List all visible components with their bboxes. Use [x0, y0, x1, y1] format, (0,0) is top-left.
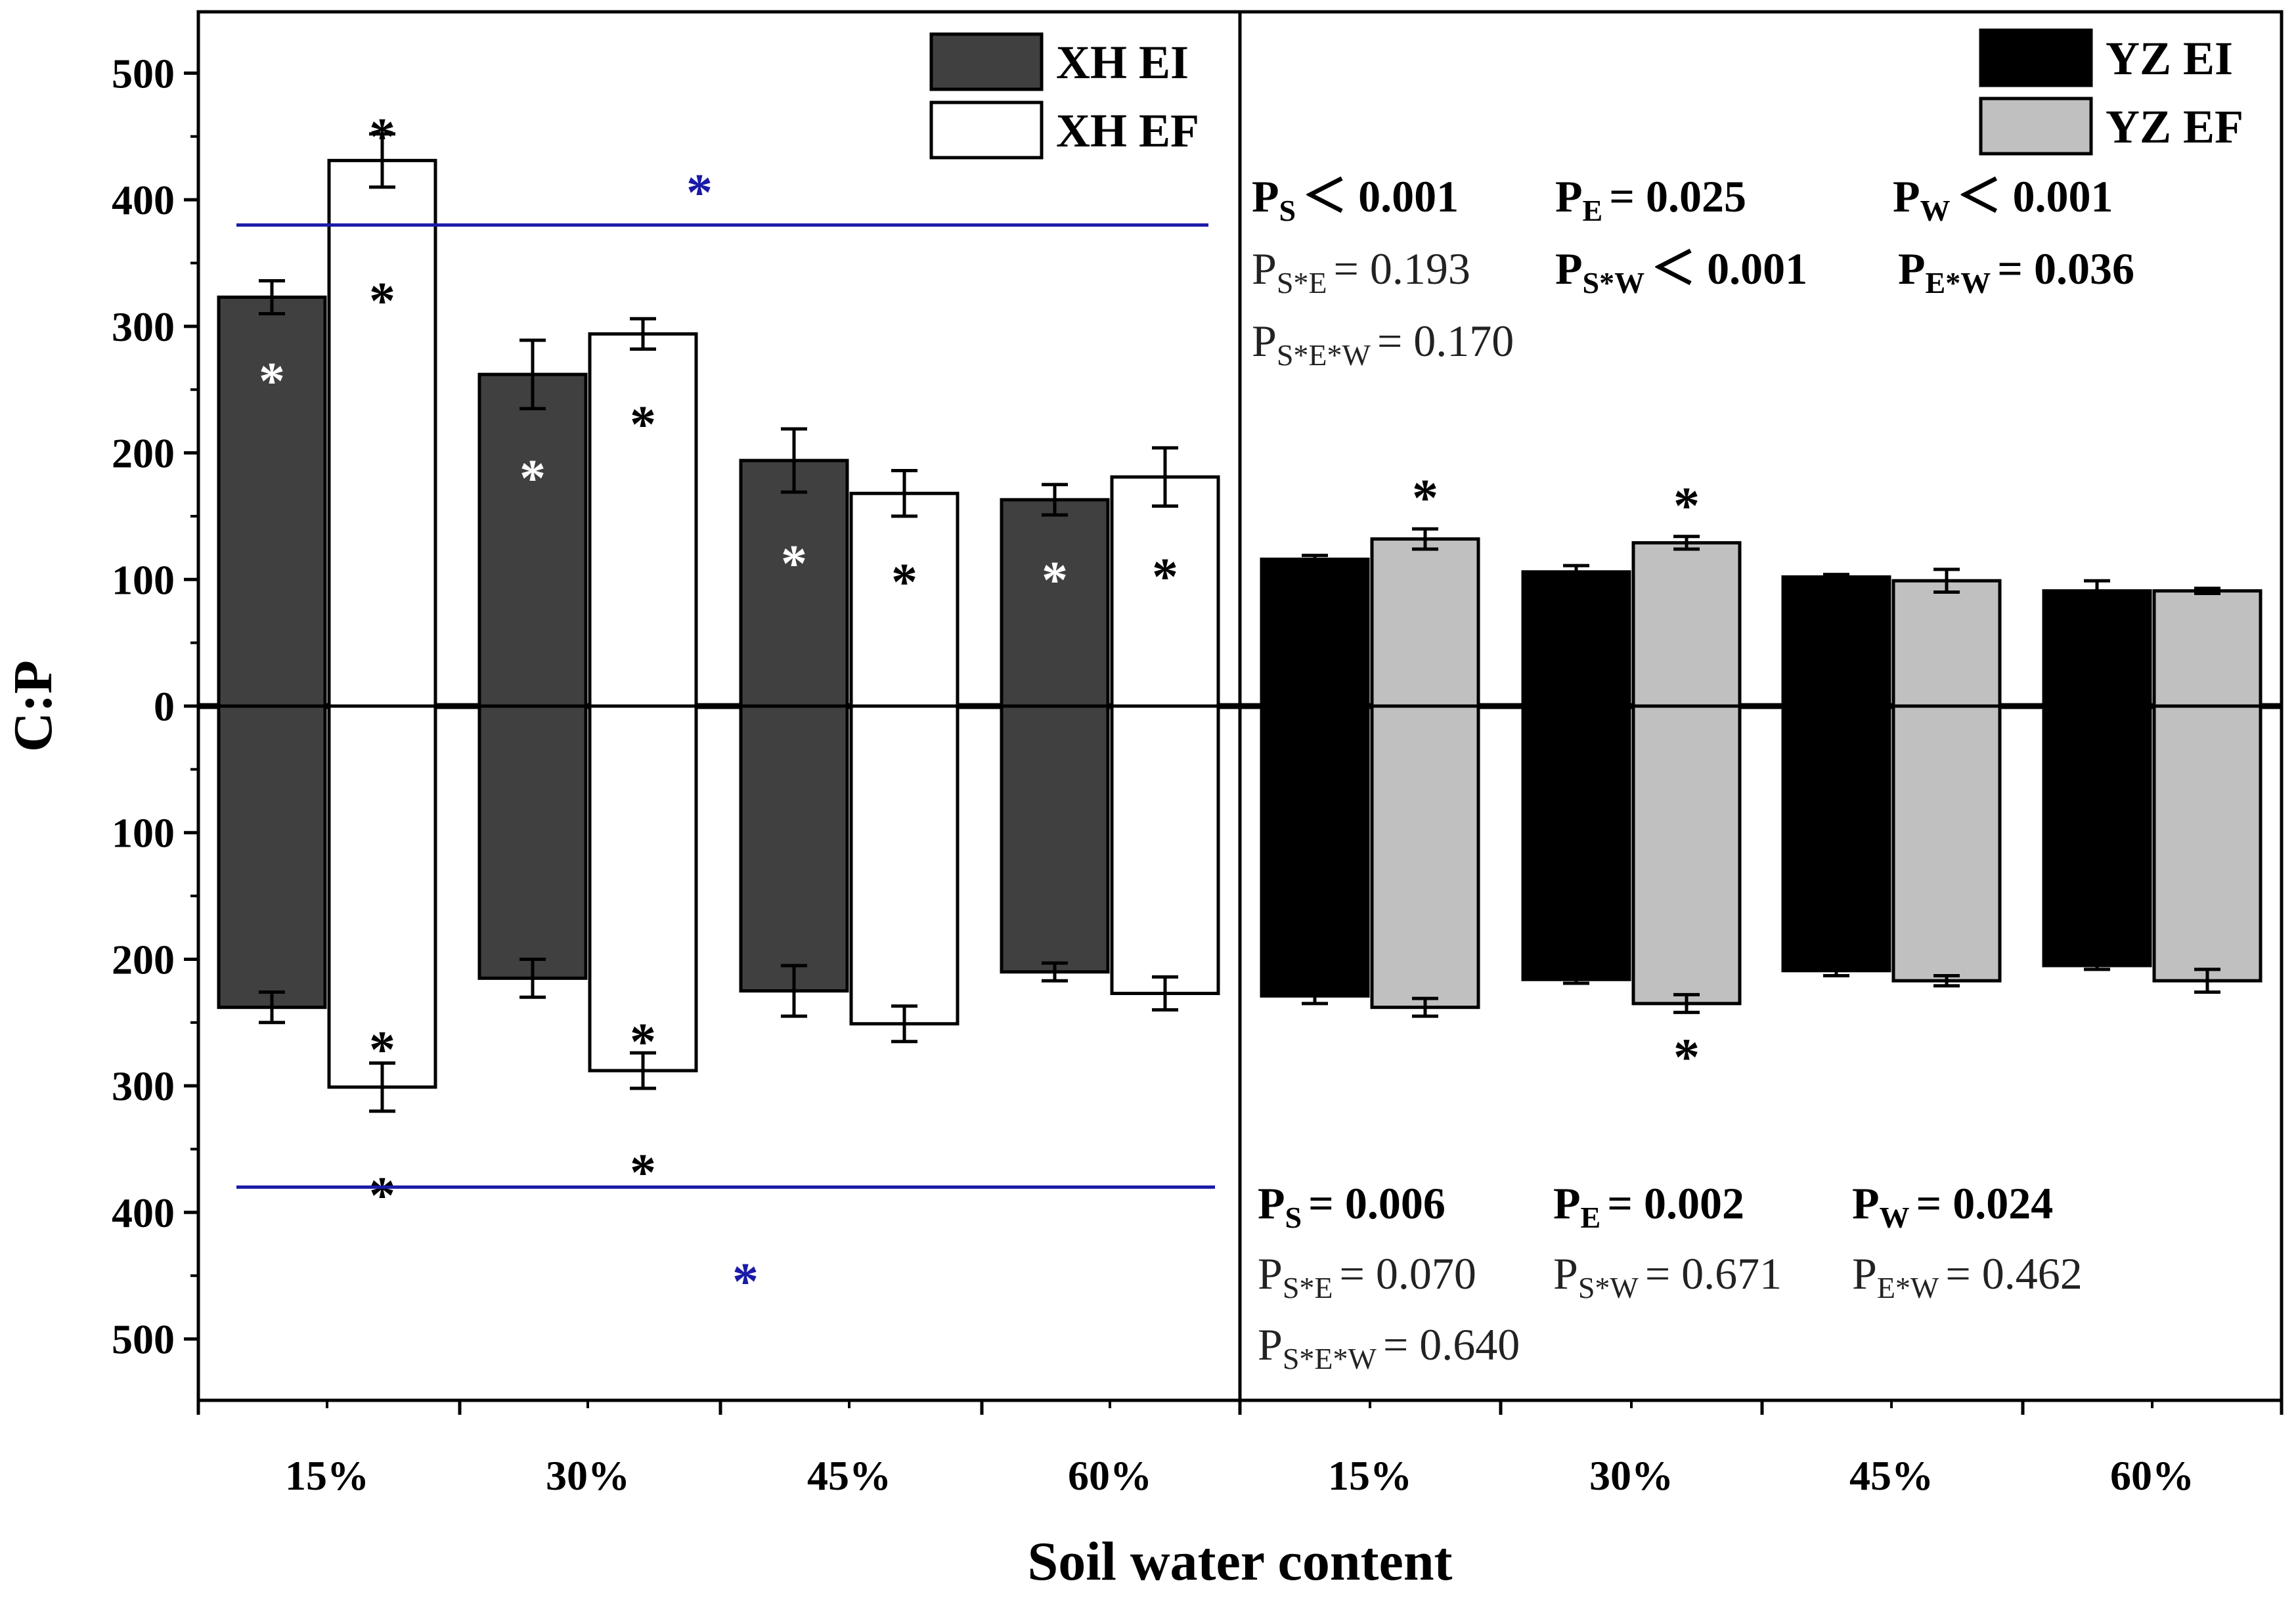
stat-lower-row1: PW = 0.024	[1852, 1178, 2053, 1234]
y-tick-label: 300	[112, 303, 175, 350]
bar-upper-yz-ef	[1891, 579, 2002, 708]
stat-lower-row2: PS*E = 0.070	[1258, 1249, 1476, 1304]
significance-star: *	[630, 396, 656, 454]
x-tick-label: 45%	[807, 1452, 891, 1499]
y-axis-title: C:P	[3, 660, 64, 752]
reference-star-upper: *	[686, 164, 713, 222]
y-tick-label: 200	[112, 936, 175, 983]
significance-star: *	[1673, 1029, 1700, 1086]
y-tick-label: 400	[112, 177, 175, 223]
x-tick-label: 30%	[546, 1452, 630, 1499]
x-axis-title: Soil water content	[1027, 1531, 1452, 1592]
bar-upper-yz-ei	[1781, 575, 1891, 708]
bar-lower-xh-ei	[477, 704, 588, 980]
bar-lower-xh-ef	[1110, 704, 1220, 995]
bar-upper-xh-ef	[1110, 475, 1220, 708]
x-tick-label: 30%	[1589, 1452, 1673, 1499]
bar-lower-yz-ef	[2152, 704, 2263, 983]
y-tick-label: 500	[112, 50, 175, 97]
stat-upper-row1: PE = 0.025	[1555, 171, 1746, 227]
bar-upper-yz-ei	[1260, 557, 1370, 708]
stat-upper-row2: PS*E = 0.193	[1252, 244, 1470, 300]
bar-lower-yz-ei	[1260, 704, 1370, 998]
reference-star-lower: *	[732, 1253, 759, 1311]
bar-upper-xh-ei	[217, 296, 327, 708]
stat-lower-row1: PS = 0.006	[1258, 1178, 1446, 1234]
significance-star: *	[369, 273, 395, 330]
significance-star: *	[1412, 470, 1438, 527]
bar-upper-yz-ef	[2152, 589, 2263, 708]
significance-star: *	[1152, 548, 1178, 606]
significance-star: *	[1042, 552, 1068, 610]
stat-upper-row1: PW ＜ 0.001	[1893, 171, 2113, 227]
bar-upper-xh-ei	[477, 372, 588, 708]
stat-lower-row2: PE*W = 0.462	[1852, 1249, 2083, 1304]
significance-star: *	[891, 554, 917, 611]
bar-lower-yz-ef	[1370, 704, 1480, 1010]
bar-lower-xh-ei	[217, 704, 327, 1010]
x-tick-label: 15%	[285, 1452, 369, 1499]
legend-xh-ef-label: XH EF	[1056, 104, 1199, 157]
y-tick-label: 400	[112, 1189, 175, 1236]
bar-upper-yz-ei	[2042, 589, 2152, 708]
legend-xh-ei-swatch	[929, 32, 1044, 91]
stat-lower-row2: PS*W = 0.671	[1553, 1249, 1782, 1304]
bar-lower-yz-ei	[2042, 704, 2152, 967]
y-tick-label: 100	[112, 810, 175, 856]
bar-lower-yz-ef	[1891, 704, 2002, 983]
bar-lower-yz-ei	[1781, 704, 1891, 973]
bar-upper-xh-ef	[327, 158, 437, 708]
x-tick-label: 45%	[1849, 1452, 1933, 1499]
y-tick-label: 0	[154, 683, 175, 730]
y-tick-label: 200	[112, 430, 175, 477]
y-tick-label: 300	[112, 1063, 175, 1109]
stat-upper-row2: PS*W ＜ 0.001	[1555, 244, 1807, 300]
significance-star: *	[369, 1021, 395, 1079]
bar-upper-xh-ef	[588, 332, 698, 708]
significance-star: *	[369, 1167, 395, 1225]
x-tick-label: 60%	[2110, 1452, 2194, 1499]
x-tick-label: 15%	[1328, 1452, 1412, 1499]
legend-yz-ei-label: YZ EI	[2106, 32, 2233, 85]
legend-yz-ef-swatch	[1979, 97, 2093, 156]
stat-upper-row3: PS*E*W = 0.170	[1252, 316, 1514, 372]
panel-left: 15% 30% 45% 60% * * * * * * * * * * * * * * *	[196, 108, 1242, 1499]
y-tick-label: 500	[112, 1316, 175, 1363]
bar-lower-xh-ef	[588, 704, 698, 1073]
stat-lower-row1: PE = 0.002	[1553, 1178, 1744, 1234]
legend-xh-ef-swatch	[929, 100, 1044, 160]
stat-lower-row3: PS*E*W = 0.640	[1258, 1320, 1520, 1375]
stat-upper-row1: PS ＜ 0.001	[1252, 171, 1459, 227]
bar-upper-xh-ei	[739, 458, 849, 708]
bar-lower-xh-ef	[849, 704, 960, 1026]
significance-star: *	[781, 535, 807, 593]
x-tick-label: 60%	[1068, 1452, 1152, 1499]
significance-star: *	[369, 108, 395, 166]
bar-lower-yz-ef	[1631, 704, 1742, 1006]
legend-yz-ei-swatch	[1979, 28, 2093, 87]
bar-upper-yz-ef	[1370, 537, 1480, 708]
legend-xh-ei-label: XH EI	[1056, 36, 1189, 89]
significance-star: *	[519, 450, 546, 508]
significance-star: *	[259, 353, 285, 411]
stat-upper-row2: PE*W = 0.036	[1898, 244, 2134, 300]
bar-upper-yz-ef	[1631, 541, 1742, 708]
significance-star: *	[630, 1144, 656, 1202]
y-tick-label: 100	[112, 556, 175, 603]
bar-lower-xh-ei	[1000, 704, 1110, 974]
bar-lower-xh-ei	[739, 704, 849, 993]
bar-upper-yz-ei	[1521, 570, 1631, 708]
significance-star: *	[630, 1013, 656, 1071]
panel-right: 15% 30% 45% 60% * * *	[1238, 470, 2284, 1499]
significance-star: *	[1673, 478, 1700, 535]
legend-yz-ef-label: YZ EF	[2106, 100, 2243, 153]
bar-lower-yz-ei	[1521, 704, 1631, 981]
